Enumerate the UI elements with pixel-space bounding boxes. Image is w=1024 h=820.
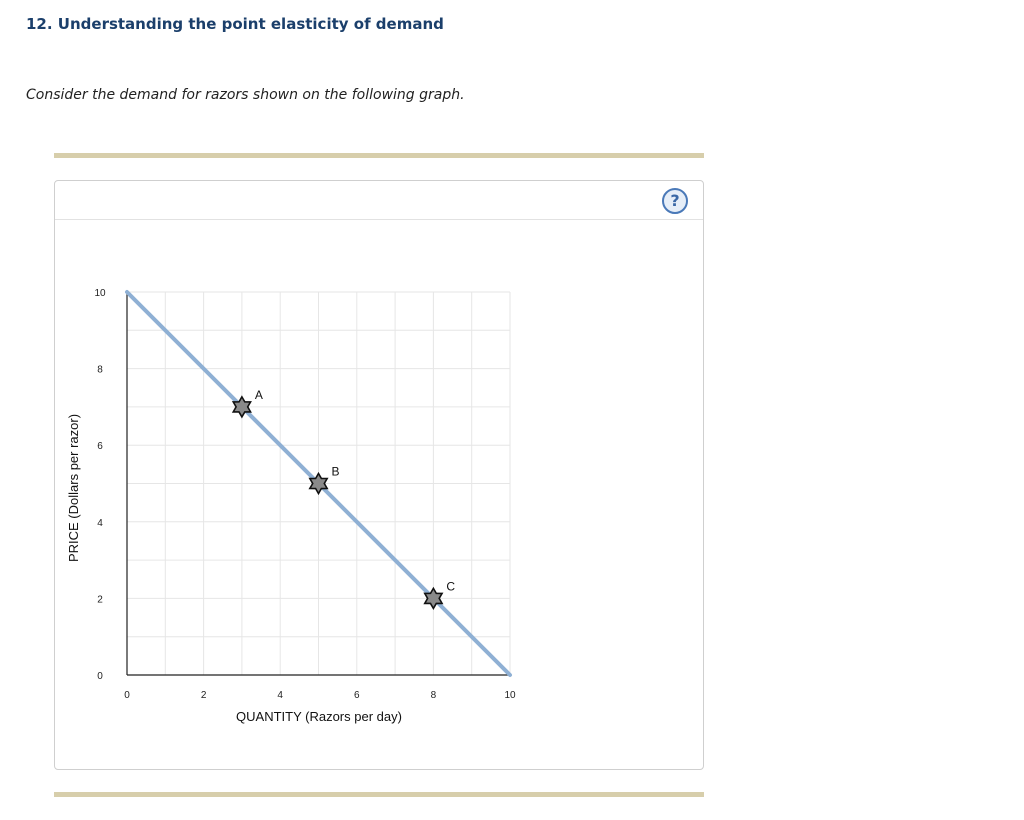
- y-tick-label: 0: [97, 671, 103, 682]
- x-tick-label: 2: [201, 690, 207, 701]
- graph-panel-header: ?: [55, 181, 703, 220]
- x-tick-label: 4: [277, 690, 283, 701]
- bottom-divider: [54, 792, 704, 797]
- chart-tick-labels: 0 2 4 6 8 10 0 2 4 6 8 10: [94, 288, 516, 701]
- y-tick-label: 4: [97, 518, 103, 529]
- point-c-marker: [423, 586, 444, 610]
- y-tick-label: 10: [94, 288, 106, 299]
- point-c-label: C: [446, 579, 455, 593]
- point-b-marker: [308, 471, 329, 496]
- y-tick-label: 6: [97, 441, 103, 452]
- point-b-label: B: [332, 465, 340, 479]
- x-tick-label: 6: [354, 690, 360, 701]
- x-tick-label: 10: [504, 690, 516, 701]
- graph-panel: ?: [54, 180, 704, 770]
- point-a-label: A: [255, 388, 263, 402]
- y-tick-label: 8: [97, 365, 103, 376]
- y-axis-label: PRICE (Dollars per razor): [66, 414, 81, 562]
- x-axis-label: QUANTITY (Razors per day): [236, 709, 402, 724]
- top-divider: [54, 153, 704, 158]
- point-a-marker: [231, 395, 252, 419]
- y-tick-label: 2: [97, 594, 103, 605]
- chart-axes: [126, 292, 510, 676]
- x-tick-label: 0: [124, 690, 130, 701]
- x-tick-label: 8: [431, 690, 437, 701]
- help-icon[interactable]: ?: [662, 188, 688, 214]
- chart-points: A B C: [231, 388, 455, 610]
- question-title: 12. Understanding the point elasticity o…: [26, 15, 444, 33]
- question-prompt: Consider the demand for razors shown on …: [26, 87, 465, 103]
